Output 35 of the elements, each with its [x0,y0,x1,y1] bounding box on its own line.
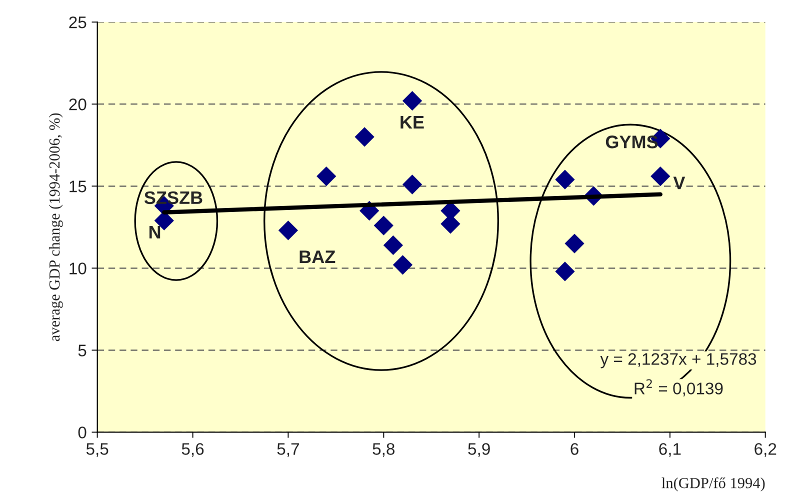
annotation: V [673,176,686,190]
x-tick-label: 6,2 [754,443,776,457]
x-tick-label: 5,6 [182,443,204,457]
y-tick-label: 15 [70,180,86,192]
y-tick-label: 0 [78,426,86,438]
annotation: SZSZB [144,191,202,204]
point [278,220,298,240]
point [355,127,374,146]
x-tick-label: 5,7 [277,443,299,457]
x-tick-label: 6,1 [659,443,681,457]
x-tick-label: 6 [570,443,578,455]
y-tick-label: 5 [78,344,86,356]
x-tick-label: 5,9 [468,443,490,457]
point [374,216,394,236]
x-tick-label: 5,8 [372,443,394,457]
annotation: BAZ [300,250,336,263]
y-axis-title: average GDP change (1994-2006, %) [48,113,63,342]
point [650,166,670,186]
y-tick-label: 20 [69,98,86,110]
annotation: KE [400,116,424,128]
point [555,170,574,190]
annotation: y = 2,1237x + 1,5783 [600,353,756,368]
point [384,236,403,255]
annotation: R$^{2}$ = 0,0139 [634,379,723,396]
annotation: N [149,226,160,238]
point [316,166,336,186]
point [402,91,422,110]
y-tick-label: 10 [70,262,86,274]
point [393,255,412,274]
x-tick-label: 5,5 [86,443,108,457]
point [555,262,574,281]
x-axis-title: ln(GDP/fő 1994) [662,477,765,492]
point [564,234,584,254]
point [402,174,422,194]
y-tick-label: 25 [69,16,86,28]
